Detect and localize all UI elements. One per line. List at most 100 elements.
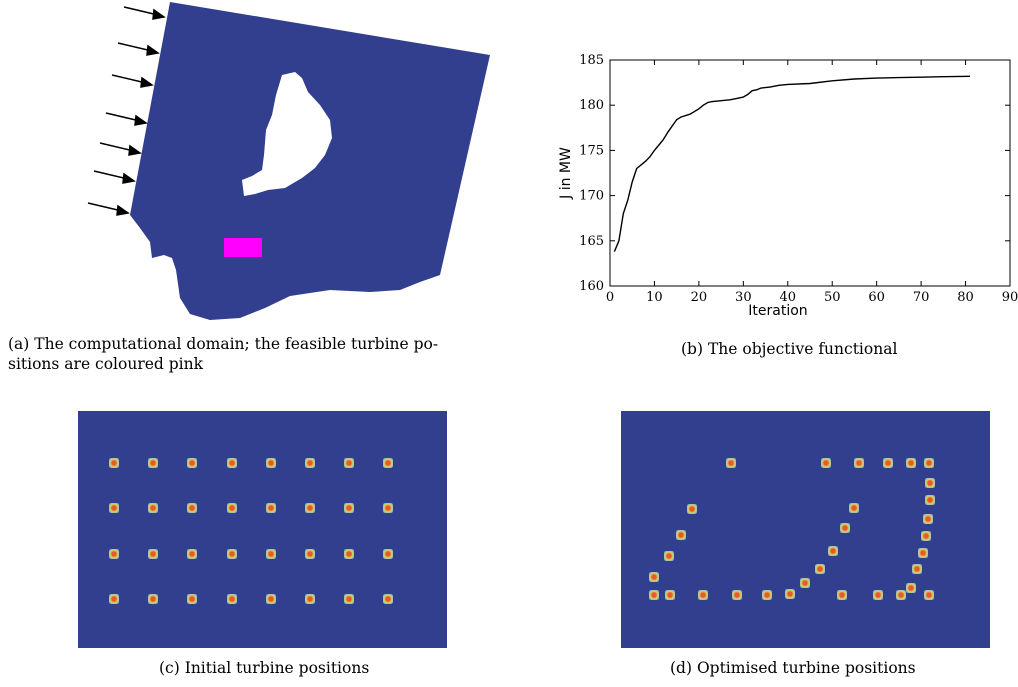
turbine-icon — [873, 590, 883, 600]
turbine-icon — [665, 590, 675, 600]
x-tick-label: 80 — [957, 290, 974, 305]
x-tick-label: 20 — [691, 290, 708, 305]
turbine-icon — [906, 583, 916, 593]
y-tick-label: 180 — [579, 98, 604, 113]
turbine-icon — [226, 593, 237, 604]
x-tick-label: 40 — [780, 290, 797, 305]
turbine-icon — [226, 503, 237, 514]
y-axis-label: J in MW — [558, 147, 574, 200]
turbine-icon — [840, 523, 850, 533]
x-tick-label: 60 — [868, 290, 885, 305]
turbine-icon — [925, 478, 935, 488]
x-tick-label: 90 — [1002, 290, 1018, 305]
initial-turbines-panel — [78, 411, 447, 648]
y-tick-label: 170 — [579, 189, 604, 204]
arrow-icon — [117, 42, 160, 56]
turbine-icon — [687, 504, 697, 514]
turbine-icon — [344, 458, 355, 468]
turbine-icon — [921, 531, 931, 541]
turbine-icon — [187, 503, 198, 514]
arrow-icon — [99, 142, 142, 156]
arrow-icon — [93, 170, 136, 184]
arrow-icon — [111, 74, 154, 88]
turbine-icon — [265, 593, 276, 604]
turbine-icon — [762, 590, 772, 600]
turbine-icon — [109, 548, 119, 559]
feasible-area — [224, 238, 262, 257]
turbine-icon — [187, 458, 198, 468]
x-tick-label: 50 — [824, 290, 841, 305]
turbine-icon — [924, 458, 934, 468]
turbine-icon — [109, 503, 119, 514]
caption-a: (a) The computational domain; the feasib… — [8, 335, 439, 373]
turbine-icon — [649, 572, 659, 582]
turbine-icon — [148, 503, 159, 514]
turbine-icon — [226, 458, 237, 468]
optimised-turbines-panel — [621, 411, 990, 648]
turbine-icon — [383, 548, 394, 559]
x-tick-label: 70 — [913, 290, 930, 305]
turbine-icon — [785, 589, 795, 599]
inflow-arrows — [87, 6, 166, 216]
y-tick-label: 165 — [579, 234, 604, 249]
x-tick-label: 0 — [606, 290, 614, 305]
y-tick-label: 175 — [579, 143, 604, 158]
turbine-icon — [883, 458, 893, 468]
turbine-icon — [896, 590, 906, 600]
turbine-icon — [726, 458, 736, 468]
turbine-icon — [265, 458, 276, 468]
turbine-icon — [344, 593, 355, 604]
y-tick-label: 185 — [579, 53, 604, 68]
x-axis-label: Iteration — [748, 303, 807, 319]
turbine-icon — [854, 458, 864, 468]
turbine-icon — [676, 530, 686, 540]
turbine-icon — [305, 548, 315, 559]
turbine-icon — [187, 593, 198, 604]
turbine-icon — [383, 458, 394, 468]
turbine-icon — [918, 548, 928, 558]
turbine-icon — [265, 503, 276, 514]
turbine-icon — [906, 458, 916, 468]
series-line — [613, 75, 971, 252]
turbine-icon — [344, 548, 355, 559]
arrow-icon — [87, 202, 130, 216]
turbine-icon — [837, 590, 847, 600]
objective-chart: 0 10 20 30 40 50 60 70 80 90 160 165 170 175 180 185 Ite… — [540, 48, 1018, 328]
turbine-icon — [226, 548, 237, 559]
x-tick-label: 10 — [646, 290, 663, 305]
turbine-icon — [344, 503, 355, 514]
turbine-icon — [305, 458, 315, 468]
turbine-icon — [383, 593, 394, 604]
turbine-icon — [924, 590, 934, 600]
turbine-icon — [187, 548, 198, 559]
caption-b: (b) The objective functional — [681, 340, 898, 358]
island-shape — [242, 72, 332, 196]
caption-d: (d) Optimised turbine positions — [670, 659, 916, 677]
turbine-icon — [148, 458, 159, 468]
turbine-icon — [265, 548, 276, 559]
turbine-icon — [109, 458, 119, 468]
turbine-icon — [649, 590, 659, 600]
turbine-icon — [923, 514, 933, 524]
arrow-icon — [105, 112, 148, 126]
turbine-icon — [815, 564, 825, 574]
turbine-icon — [383, 503, 394, 514]
turbine-icon — [912, 564, 922, 574]
turbine-icon — [849, 503, 859, 513]
turbine-icon — [732, 590, 742, 600]
turbine-icon — [109, 593, 119, 604]
turbine-icon — [664, 551, 674, 561]
y-tick-label: 160 — [579, 279, 604, 294]
turbine-icon — [305, 503, 315, 514]
turbine-icon — [800, 578, 810, 588]
domain-figure — [80, 0, 500, 330]
caption-c: (c) Initial turbine positions — [159, 659, 370, 677]
turbine-icon — [148, 593, 159, 604]
arrow-icon — [123, 6, 166, 20]
turbine-icon — [698, 590, 708, 600]
turbine-icon — [821, 458, 831, 468]
turbine-icon — [148, 548, 159, 559]
turbine-icon — [925, 495, 935, 505]
plot-frame — [609, 59, 1011, 287]
turbine-icon — [828, 546, 838, 556]
